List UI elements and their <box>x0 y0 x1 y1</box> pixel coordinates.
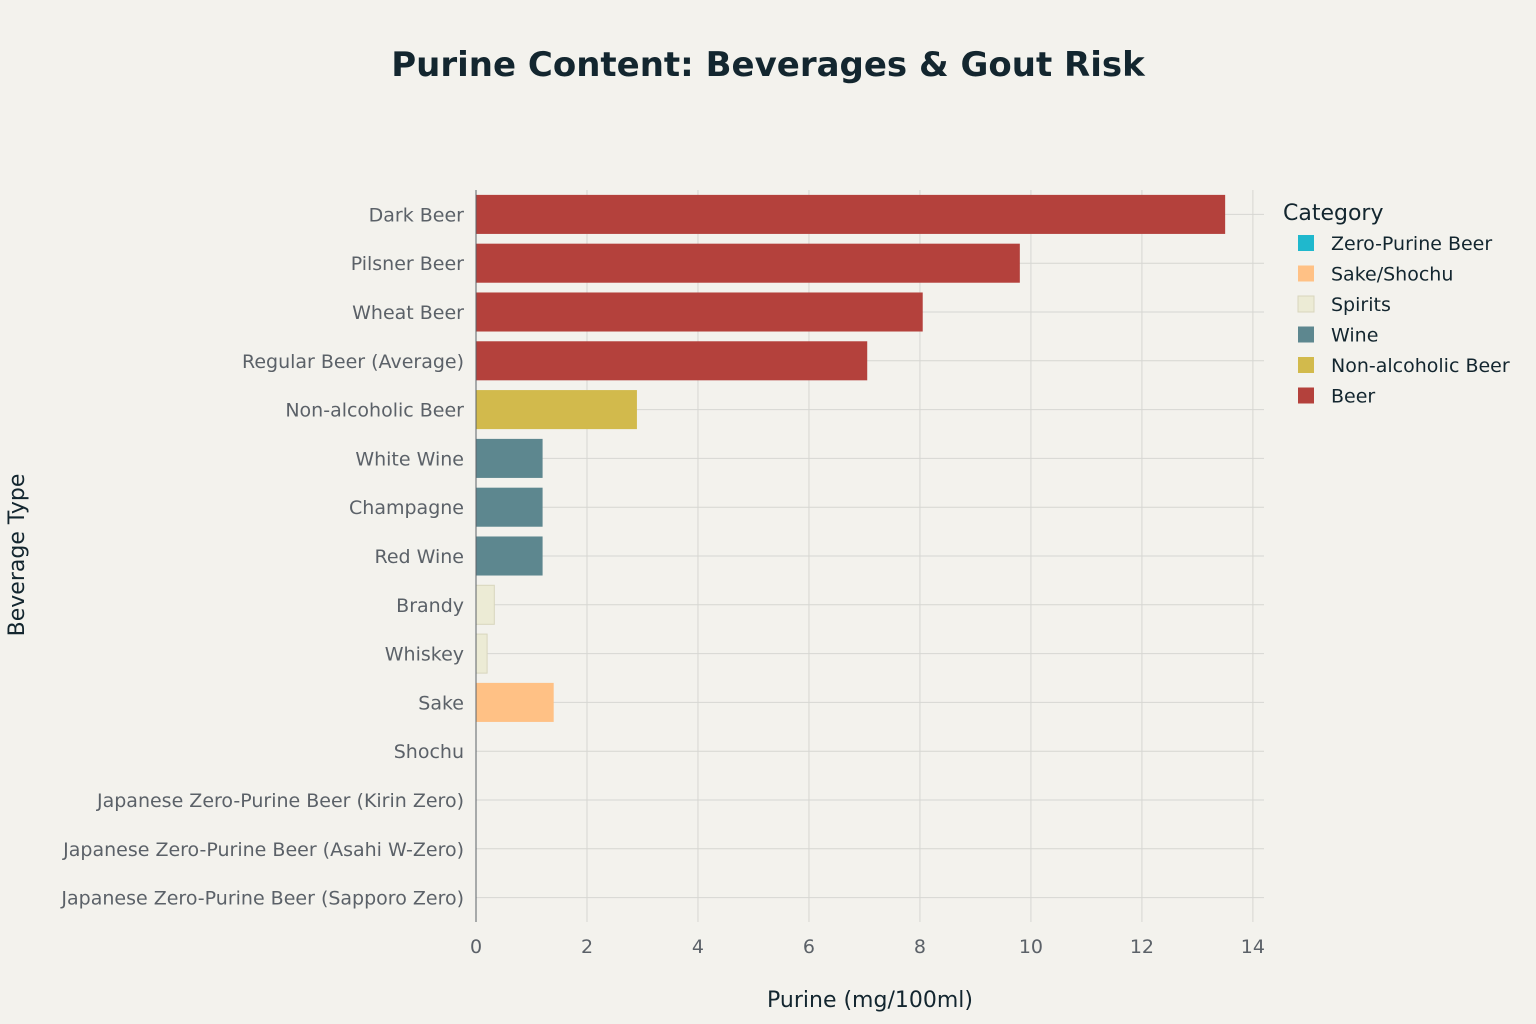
category-label-whiskey: Whiskey <box>385 644 464 666</box>
x-tick-label-14: 14 <box>1241 936 1265 958</box>
bar-regular-beer-average[interactable] <box>476 341 868 381</box>
x-tick-label-10: 10 <box>1019 936 1043 958</box>
bar-pilsner-beer[interactable] <box>476 243 1020 283</box>
x-tick-label-12: 12 <box>1130 936 1154 958</box>
category-label-brandy: Brandy <box>396 595 464 617</box>
category-label-dark-beer: Dark Beer <box>369 204 465 226</box>
category-label-japanese-zero-purine-beer-kirin-zero: Japanese Zero-Purine Beer (Kirin Zero) <box>96 790 464 812</box>
legend-swatch-beer[interactable] <box>1298 387 1314 404</box>
x-tick-label-2: 2 <box>581 936 593 958</box>
x-tick-label-6: 6 <box>803 936 815 958</box>
legend-swatch-non-alcoholic-beer[interactable] <box>1298 357 1314 373</box>
legend-label-non-alcoholic-beer[interactable]: Non-alcoholic Beer <box>1331 355 1510 377</box>
legend-title: Category <box>1283 201 1384 226</box>
legend-swatch-zero-purine-beer[interactable] <box>1298 235 1314 251</box>
legend-label-beer[interactable]: Beer <box>1331 386 1375 408</box>
category-label-pilsner-beer: Pilsner Beer <box>351 253 464 275</box>
legend-swatch-spirits[interactable] <box>1297 295 1315 313</box>
category-label-red-wine: Red Wine <box>374 546 464 568</box>
x-tick-labels: 0 2 4 6 8 10 12 14 <box>470 936 1265 958</box>
bar-sake[interactable] <box>476 682 554 722</box>
y-axis-title: Beverage Type <box>5 474 30 637</box>
chart-title: Purine Content: Beverages & Gout Risk <box>391 45 1146 85</box>
bar-whiskey[interactable] <box>475 633 488 674</box>
bar-non-alcoholic-beer[interactable] <box>476 390 637 430</box>
x-tick-label-8: 8 <box>914 936 926 958</box>
category-label-sake: Sake <box>418 692 464 714</box>
bar-red-wine[interactable] <box>476 536 543 576</box>
category-label-japanese-zero-purine-beer-sapporo-zero: Japanese Zero-Purine Beer (Sapporo Zero) <box>60 888 464 910</box>
legend-swatch-sake-shochu[interactable] <box>1298 265 1314 282</box>
legend-swatch-wine[interactable] <box>1298 326 1314 343</box>
x-axis-title: Purine (mg/100ml) <box>767 988 973 1013</box>
category-label-wheat-beer: Wheat Beer <box>352 302 464 324</box>
bars <box>475 194 1226 722</box>
legend-label-zero-purine-beer[interactable]: Zero-Purine Beer <box>1331 233 1492 255</box>
category-label-regular-beer-average: Regular Beer (Average) <box>242 351 464 373</box>
category-label-non-alcoholic-beer: Non-alcoholic Beer <box>285 400 464 422</box>
bar-wheat-beer[interactable] <box>476 292 923 332</box>
legend-label-wine[interactable]: Wine <box>1331 325 1378 347</box>
legend-label-sake-shochu[interactable]: Sake/Shochu <box>1331 264 1453 286</box>
x-tick-label-4: 4 <box>692 936 704 958</box>
bar-dark-beer[interactable] <box>476 194 1226 234</box>
category-label-shochu: Shochu <box>394 741 464 763</box>
category-labels: Dark Beer Pilsner Beer Wheat Beer Regular B… <box>60 204 464 909</box>
category-label-champagne: Champagne <box>349 497 464 519</box>
legend: Category Zero-Purine Beer Sake/Shochu Spir… <box>1283 201 1510 408</box>
bar-champagne[interactable] <box>476 487 543 527</box>
bar-white-wine[interactable] <box>476 438 543 478</box>
bar-brandy[interactable] <box>475 584 495 625</box>
legend-label-spirits[interactable]: Spirits <box>1331 294 1391 316</box>
category-label-japanese-zero-purine-beer-asahi-w-zero: Japanese Zero-Purine Beer (Asahi W-Zero) <box>62 839 464 861</box>
x-tick-label-0: 0 <box>470 936 482 958</box>
category-label-white-wine: White Wine <box>355 448 464 470</box>
